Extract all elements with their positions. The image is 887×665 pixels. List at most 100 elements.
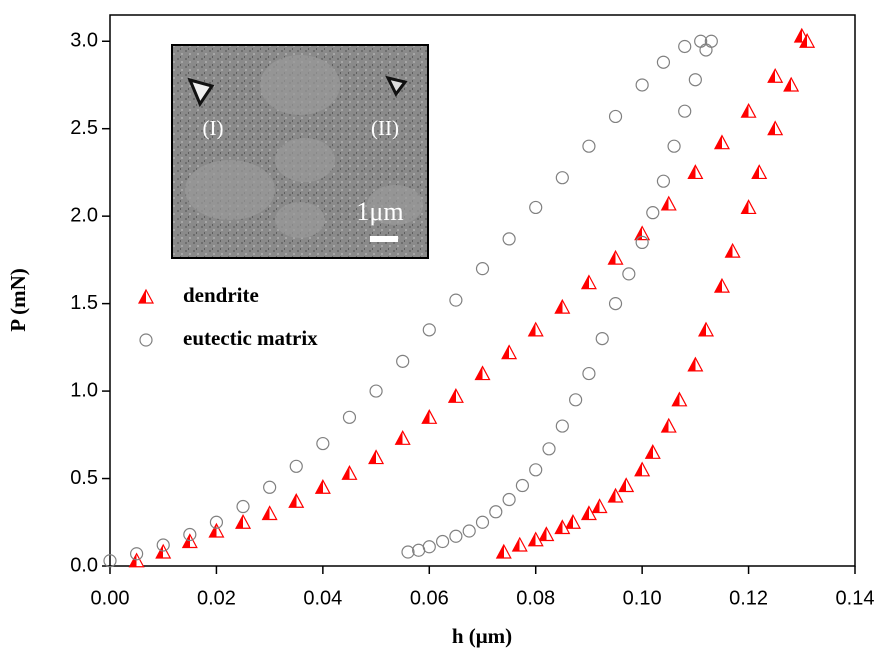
data-point	[342, 466, 356, 479]
data-point	[503, 233, 515, 245]
data-point	[635, 227, 649, 240]
y-tick-label: 3.0	[70, 30, 98, 52]
data-point	[623, 268, 635, 280]
data-point	[450, 294, 462, 306]
data-point	[662, 419, 676, 432]
data-point	[668, 140, 680, 152]
data-point	[530, 201, 542, 213]
y-tick-label: 1.5	[70, 292, 98, 314]
data-point	[583, 140, 595, 152]
data-point	[539, 528, 553, 541]
y-tick-label: 2.0	[70, 204, 98, 226]
data-point	[646, 445, 660, 458]
data-point	[237, 501, 249, 513]
data-point	[688, 358, 702, 371]
data-point	[369, 451, 383, 464]
data-point	[413, 544, 425, 556]
y-tick-label: 1.0	[70, 379, 98, 401]
data-point	[529, 323, 543, 336]
data-point	[396, 431, 410, 444]
data-point	[610, 110, 622, 122]
y-tick-label: 2.5	[70, 117, 98, 139]
data-point	[263, 507, 277, 520]
data-point	[689, 74, 701, 86]
data-point	[688, 165, 702, 178]
data-point	[423, 324, 435, 336]
data-point	[635, 463, 649, 476]
page: {"chart_data": {"type": "scatter", "xlab…	[0, 0, 887, 665]
data-point	[555, 300, 569, 313]
data-point	[566, 515, 580, 528]
data-point	[463, 525, 475, 537]
data-point	[556, 420, 568, 432]
data-point	[343, 411, 355, 423]
data-point	[530, 464, 542, 476]
inset-image	[172, 45, 428, 258]
data-point	[596, 333, 608, 345]
chart: (I) (II) 1μm h (μm) P (mN) 0.000.020.040…	[0, 0, 887, 660]
data-point	[768, 122, 782, 135]
data-point	[593, 500, 607, 513]
legend-marker	[139, 290, 153, 303]
data-point	[397, 355, 409, 367]
data-point	[582, 276, 596, 289]
legend-label: eutectic matrix	[183, 326, 318, 350]
data-point	[742, 104, 756, 117]
data-point	[502, 346, 516, 359]
data-point	[290, 460, 302, 472]
data-point	[715, 279, 729, 292]
data-point	[289, 494, 303, 507]
inset-label: (II)	[371, 116, 399, 140]
data-point	[679, 105, 691, 117]
data-point	[477, 263, 489, 275]
data-point	[503, 494, 515, 506]
data-point	[679, 40, 691, 52]
data-point	[516, 480, 528, 492]
data-point	[490, 506, 502, 518]
legend-label: dendrite	[183, 283, 259, 307]
y-tick-label: 0.5	[70, 467, 98, 489]
data-point	[742, 200, 756, 213]
x-tick-label: 0.12	[729, 587, 768, 609]
data-point	[264, 481, 276, 493]
data-point	[672, 393, 686, 406]
data-point	[726, 244, 740, 257]
scale-bar-label: 1μm	[356, 197, 403, 226]
data-point	[752, 165, 766, 178]
data-point	[513, 538, 527, 551]
data-point	[699, 323, 713, 336]
x-tick-label: 0.08	[516, 587, 555, 609]
data-point	[236, 515, 250, 528]
data-point	[657, 56, 669, 68]
data-point	[437, 536, 449, 548]
legend-marker	[140, 334, 152, 346]
x-tick-label: 0.00	[91, 587, 130, 609]
data-point	[556, 172, 568, 184]
data-point	[609, 251, 623, 264]
x-axis-label: h (μm)	[452, 624, 512, 648]
data-point	[317, 438, 329, 450]
data-point	[316, 480, 330, 493]
data-point	[570, 394, 582, 406]
data-point	[636, 79, 648, 91]
data-point	[543, 443, 555, 455]
x-tick-label: 0.04	[303, 587, 342, 609]
data-point	[657, 175, 669, 187]
inset-label: (I)	[203, 116, 224, 140]
data-point	[450, 530, 462, 542]
data-point	[449, 389, 463, 402]
data-point	[700, 44, 712, 56]
y-axis-label: P (mN)	[6, 268, 30, 332]
x-tick-label: 0.06	[410, 587, 449, 609]
data-point	[647, 207, 659, 219]
data-point	[402, 546, 414, 558]
x-tick-label: 0.10	[623, 587, 662, 609]
data-point	[610, 298, 622, 310]
data-point	[497, 545, 511, 558]
data-point	[784, 78, 798, 91]
data-point	[370, 385, 382, 397]
data-point	[715, 136, 729, 149]
data-point	[662, 197, 676, 210]
data-point	[477, 516, 489, 528]
x-tick-label: 0.14	[836, 587, 875, 609]
